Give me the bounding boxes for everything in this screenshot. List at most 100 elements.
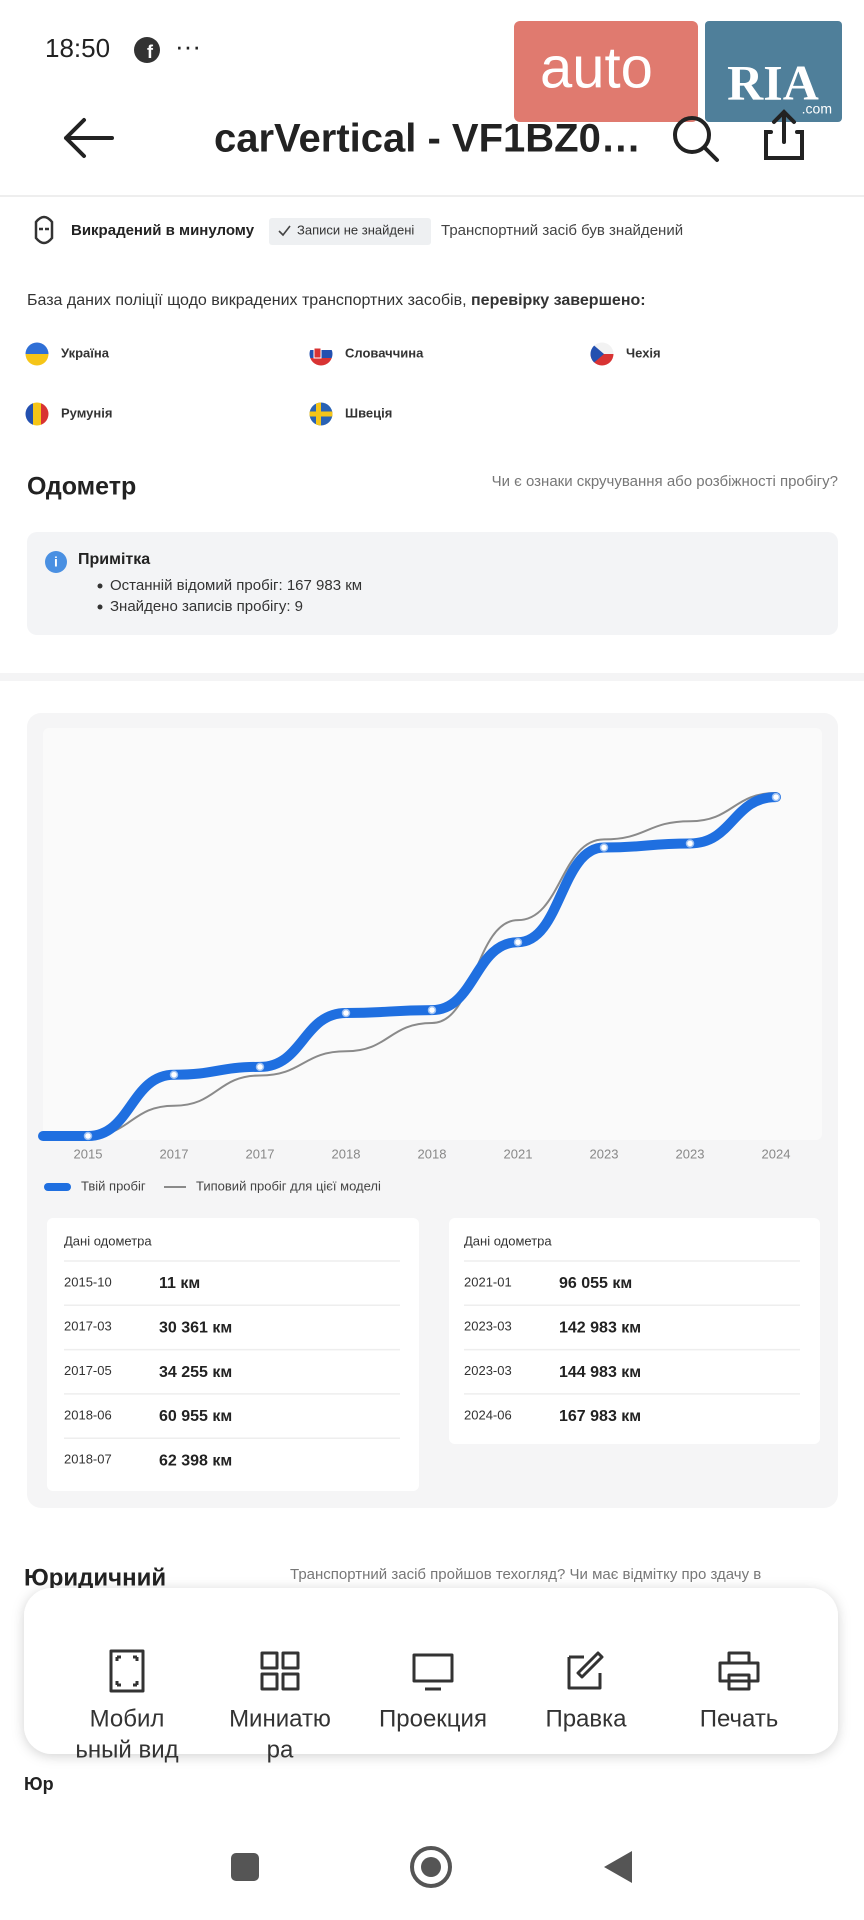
sheet-label[interactable]: Мобил [90,1705,165,1732]
country-name: Словаччина [345,345,424,360]
badge [269,218,431,245]
flag-part [33,402,41,426]
flag [25,402,49,426]
theft-result: Транспортний засіб був знайдений [441,222,683,239]
facebook-icon [134,37,160,63]
flag-part [590,354,614,366]
sheet-icon[interactable] [718,1651,760,1691]
row-value: 62 398 км [159,1452,232,1469]
flag [309,342,333,366]
sheet-icon[interactable] [260,1651,300,1691]
point-marker [169,1070,179,1079]
point-marker [83,1131,93,1141]
sheet-icon[interactable] [412,1653,454,1691]
point-marker [685,839,695,848]
watermark-ria [705,21,842,122]
x-tick-label: 2023 [676,1146,705,1161]
note-item: Знайдено записів пробігу: 9 [110,598,303,615]
point-marker [427,1005,437,1015]
point-marker [513,937,523,947]
legend-label: Твій пробіг [81,1178,146,1193]
x-tick-label: 2017 [160,1146,189,1161]
row-date: 2024-06 [464,1407,512,1422]
row-value: 144 983 км [559,1364,641,1381]
flag-part [316,402,321,426]
facebook-f: f [147,42,154,62]
odometer-title: Одометр [27,473,136,501]
badge-text: Записи не знайдені [297,222,414,237]
sheet-label[interactable]: Миниатю [229,1705,331,1732]
flag-part [25,354,49,366]
nav-recent[interactable] [231,1853,259,1881]
row-value: 34 255 км [159,1364,232,1381]
row-value: 30 361 км [159,1320,232,1337]
flag-part [25,342,49,354]
flag-part [590,342,614,354]
flag-part [25,402,33,426]
legend-swatch [44,1183,71,1191]
mask-icon [34,215,54,245]
odometer-table [47,1218,419,1491]
sheet-icon[interactable] [567,1651,604,1690]
odometer-link[interactable]: Чи є ознаки скручування або розбіжності … [492,473,838,490]
typical-line [87,792,777,1137]
info-icon [45,551,67,573]
status-dots: ··· [175,31,201,61]
x-tick-label: 2015 [74,1146,103,1161]
note-title: Примітка [78,551,150,568]
nav-home[interactable] [410,1846,452,1888]
sheet-label[interactable]: Правка [545,1705,627,1732]
odometer-table [449,1218,820,1444]
theft-label: Викрадений в минулому [71,222,255,239]
nav-back[interactable] [604,1851,632,1883]
legal-cut: Юр [24,1774,54,1794]
sheet-label[interactable]: ра [267,1736,294,1763]
police-text-plain: База даних поліції щодо викрадених транс… [27,292,471,309]
note-box [27,532,838,635]
point-marker [771,792,781,802]
flag [309,402,333,426]
legend-label: Типовий пробіг для цієї моделі [196,1178,381,1193]
point-marker [341,1008,351,1018]
row-date: 2017-05 [64,1363,112,1378]
police-text-bold: перевірку завершено: [471,292,646,309]
row-date: 2023-03 [464,1363,512,1378]
share-button[interactable] [764,109,804,160]
note-item: Останній відомий пробіг: 167 983 км [110,577,362,594]
page-title: carVertical - VF1BZ0… [214,117,641,161]
x-tick-label: 2017 [246,1146,275,1161]
x-tick-label: 2023 [590,1146,619,1161]
table-title: Дані одометра [64,1233,152,1248]
sheet-label[interactable]: ьный вид [75,1736,178,1763]
x-tick-label: 2021 [504,1146,533,1161]
row-value: 167 983 км [559,1408,641,1425]
sheet-icon[interactable] [109,1649,145,1693]
flag-part [313,347,322,359]
row-date: 2023-03 [464,1319,512,1334]
plot-area [43,728,822,1140]
info-i: i [54,554,58,570]
legal-title: Юридичний [24,1564,166,1591]
x-tick-label: 2018 [332,1146,361,1161]
flag [590,342,614,366]
bottom-sheet [24,1588,838,1754]
x-tick-label: 2018 [418,1146,447,1161]
row-value: 96 055 км [559,1275,632,1292]
row-date: 2021-01 [464,1274,512,1289]
sheet-label[interactable]: Печать [700,1705,779,1732]
row-date: 2017-03 [64,1319,112,1334]
bullet [97,604,103,610]
flag [25,342,49,366]
watermark-domain: .com [802,101,832,117]
back-button[interactable] [64,118,114,158]
bullet [97,583,103,589]
section-divider [0,673,864,681]
row-value: 142 983 км [559,1320,641,1337]
search-button[interactable] [673,116,719,162]
sheet-label[interactable]: Проекция [379,1705,487,1732]
country-name: Чехія [626,345,661,360]
row-date: 2018-07 [64,1452,112,1467]
country-name: Румунія [61,405,112,420]
flag-part [309,358,333,366]
row-value: 60 955 км [159,1408,232,1425]
